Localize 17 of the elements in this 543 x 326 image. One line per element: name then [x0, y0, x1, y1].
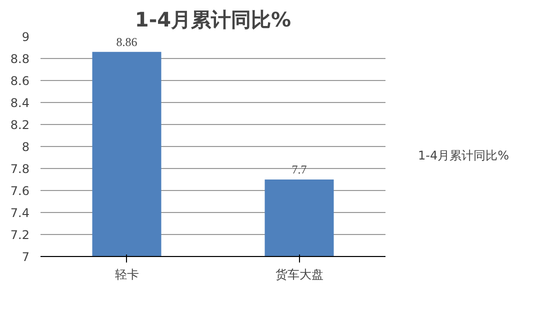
data-label: 7.7: [292, 162, 307, 176]
y-tick-label: 8.2: [10, 118, 30, 132]
y-tick-label: 7: [22, 250, 30, 264]
data-label: 8.86: [116, 34, 138, 49]
y-tick-label: 8.8: [10, 52, 30, 66]
text: 1-4月累计同比%: [418, 147, 510, 164]
y-tick-label: 9: [22, 30, 30, 44]
x-tick-label: 货车大盘: [275, 268, 324, 282]
y-tick-label: 7.4: [10, 206, 30, 220]
y-tick-label: 8.4: [10, 96, 30, 110]
y-tick-label: 8: [22, 140, 30, 154]
x-tick-label: 轻卡: [114, 268, 139, 282]
y-tick-label: 7.8: [10, 162, 30, 176]
chart-title: 1-4月累计同比%: [134, 8, 292, 32]
y-tick-label: 8.6: [10, 74, 30, 88]
y-tick-label: 7.2: [10, 228, 30, 242]
y-tick-label: 7.6: [10, 184, 30, 198]
